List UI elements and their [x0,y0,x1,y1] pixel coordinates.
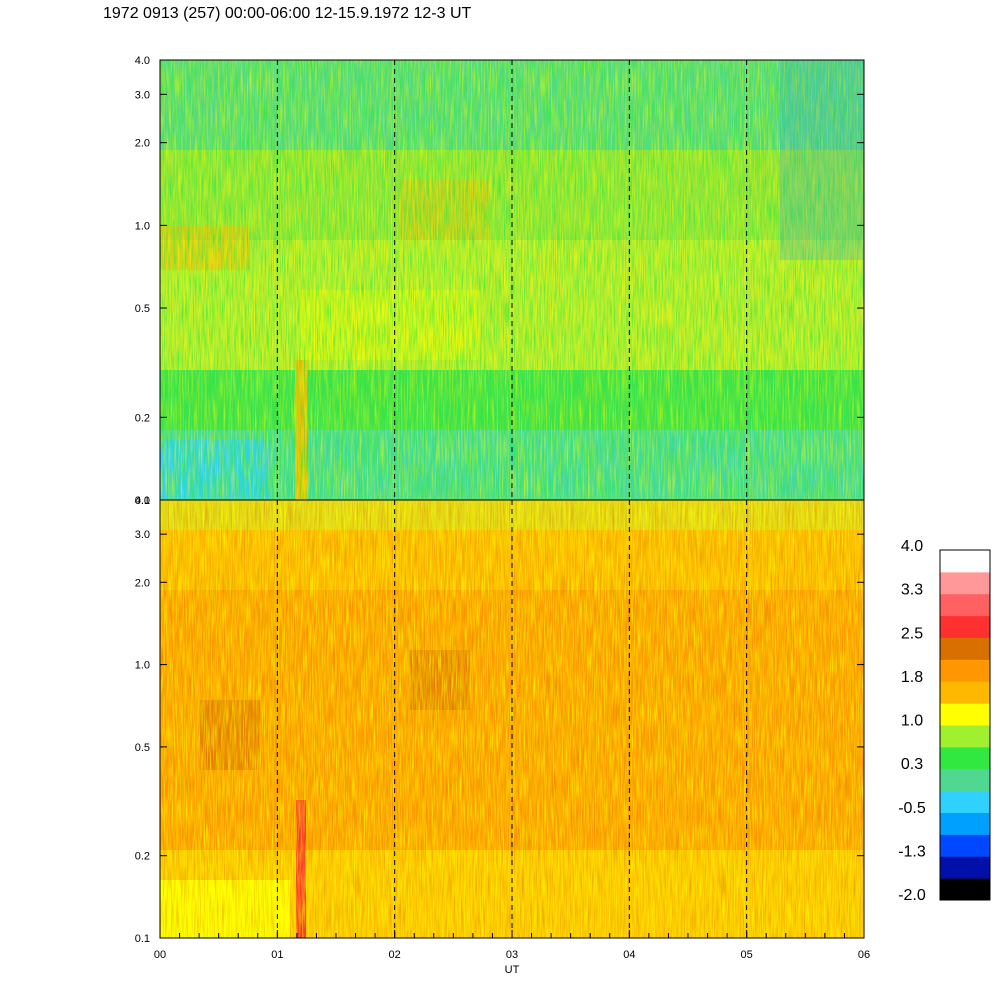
x-tick-label: 03 [506,949,518,961]
colorbar-swatch [940,571,990,595]
x-tick-label: 06 [858,949,870,961]
colorbar-swatch [940,768,990,792]
hour-gridlines [276,60,748,938]
colorbar-swatch [940,878,990,901]
x-axis-label: UT [505,964,520,976]
colorbar-frame [939,549,991,901]
y-tick-label-panel-2: 2.0 [135,577,150,589]
y-tick-label-panel-1: 0.5 [135,303,150,315]
colorbar-swatch [940,790,990,813]
y-tick-label-panel-1: 0.2 [135,412,150,424]
y-tick-label-panel-2: 4.0 [135,495,150,507]
colorbar-swatch [940,593,990,617]
colorbar-label: -1.3 [898,843,926,860]
y-tick-label-panel-2: 0.1 [135,933,150,945]
y-tick-label-panel-1: 3.0 [135,89,150,101]
x-tick-label: 04 [623,949,635,961]
y-tick-label-panel-2: 1.0 [135,660,150,672]
colorbar-swatch [940,725,990,748]
colorbar-swatch [940,681,990,704]
y-tick-label-panel-1: 0.1 [135,495,150,507]
colorbar-swatch [940,856,990,879]
chart-title: 1972 0913 (257) 00:00-06:00 12-15.9.1972… [103,5,472,22]
colorbar-label: 3.3 [901,582,923,599]
y-tick-label-panel-2: 0.2 [135,851,150,863]
x-tick-label: 05 [741,949,753,961]
colorbar-swatch [940,615,990,638]
colorbar-swatch [940,812,990,835]
colorbar-swatch [940,659,990,682]
colorbar-label: 1.0 [901,713,923,730]
colorbar-label: -2.0 [898,887,926,904]
colorbar: 4.0 3.3 2.5 1.8 1.0 0.3 -0.5 -1.3 -2.0 [898,538,991,904]
colorbar-label: 1.8 [901,669,923,686]
x-tick-label: 01 [271,949,283,961]
y-tick-label-panel-2: 3.0 [135,529,150,541]
y-tick-label-panel-2: 0.5 [135,742,150,754]
colorbar-label: 0.3 [901,756,923,773]
colorbar-swatch [940,637,990,660]
y-tick-label-panel-1: 4.0 [135,55,150,67]
colorbar-swatch [940,834,990,857]
colorbar-label: -0.5 [898,800,926,817]
colorbar-swatch [940,703,990,726]
x-tick-label: 02 [389,949,401,961]
colorbar-swatch [940,550,990,573]
colorbar-label: 4.0 [901,538,923,555]
y-axes: 0.10.20.51.02.03.04.00.10.20.51.02.03.04… [135,55,864,945]
x-tick-label: 00 [154,949,166,961]
colorbar-label: 2.5 [901,625,923,642]
x-axis: 00 01 02 03 04 05 06 [154,930,870,961]
y-tick-label-panel-1: 2.0 [135,138,150,150]
y-tick-label-panel-1: 1.0 [135,220,150,232]
colorbar-swatch [940,746,990,770]
